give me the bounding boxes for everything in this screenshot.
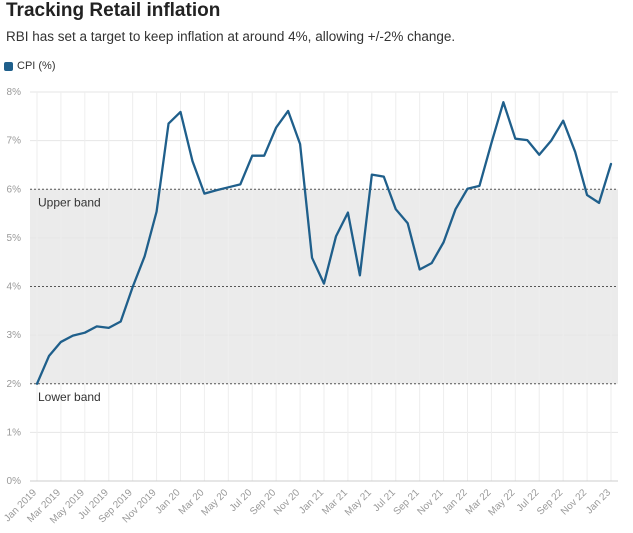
data-point [394, 207, 398, 211]
data-point [95, 324, 99, 328]
data-point [501, 100, 505, 104]
data-point [310, 256, 314, 260]
data-point [525, 138, 529, 142]
data-point [537, 153, 541, 157]
data-point [442, 240, 446, 244]
y-tick-label: 3% [7, 330, 22, 341]
x-tick-label: Nov 22 [559, 487, 589, 517]
data-point [370, 173, 374, 177]
legend-label: CPI (%) [17, 60, 56, 72]
data-point [406, 221, 410, 225]
data-point [119, 320, 123, 324]
y-tick-label: 4% [7, 282, 22, 293]
data-point [585, 193, 589, 197]
y-tick-label: 2% [7, 379, 22, 390]
data-point [322, 282, 326, 286]
data-point [466, 187, 470, 191]
data-point [190, 159, 194, 163]
data-point [274, 125, 278, 129]
data-point [454, 207, 458, 211]
data-point [430, 261, 434, 265]
legend-swatch [4, 61, 13, 71]
chart-subtitle: RBI has set a target to keep inflation a… [6, 29, 456, 44]
lower-band-label: Lower band [38, 390, 101, 404]
data-point [513, 137, 517, 141]
x-tick-label: May 20 [199, 487, 230, 518]
data-point [131, 285, 135, 289]
y-tick-label: 5% [7, 233, 22, 244]
data-point [202, 192, 206, 196]
data-point [47, 354, 51, 358]
y-tick-label: 8% [7, 87, 22, 98]
data-point [59, 340, 63, 344]
x-tick-label: Jan 23 [584, 487, 613, 516]
data-point [71, 334, 75, 338]
data-point [35, 382, 39, 386]
data-point [286, 109, 290, 113]
data-point [155, 210, 159, 214]
data-point [418, 267, 422, 271]
data-point [298, 142, 302, 146]
legend: CPI (%) [4, 60, 56, 72]
data-point [597, 201, 601, 205]
data-point [250, 154, 254, 158]
data-point [179, 110, 183, 114]
y-tick-label: 6% [7, 184, 22, 195]
chart-title: Tracking Retail inflation [6, 0, 221, 21]
data-point [238, 182, 242, 186]
data-point [489, 141, 493, 145]
data-point [214, 188, 218, 192]
data-point [382, 175, 386, 179]
y-tick-label: 7% [7, 136, 22, 147]
data-point [107, 326, 111, 330]
y-tick-label: 1% [7, 427, 22, 438]
data-point [83, 331, 87, 335]
x-tick-label: Nov 21 [416, 487, 446, 517]
y-tick-label: 0% [7, 476, 22, 487]
x-tick-label: Nov 20 [272, 487, 302, 517]
series-line-cpi [35, 101, 613, 385]
data-point [167, 122, 171, 126]
data-point [561, 119, 565, 123]
data-point [334, 234, 338, 238]
data-point [262, 154, 266, 158]
x-tick-label: May 22 [486, 487, 517, 518]
data-point [609, 162, 613, 166]
x-tick-label: May 21 [343, 487, 374, 518]
data-point [226, 185, 230, 189]
data-point [573, 150, 577, 154]
upper-band-label: Upper band [38, 195, 101, 209]
data-point [346, 211, 350, 215]
data-point [549, 139, 553, 143]
data-point [358, 273, 362, 277]
data-point [477, 184, 481, 188]
data-point [143, 254, 147, 258]
